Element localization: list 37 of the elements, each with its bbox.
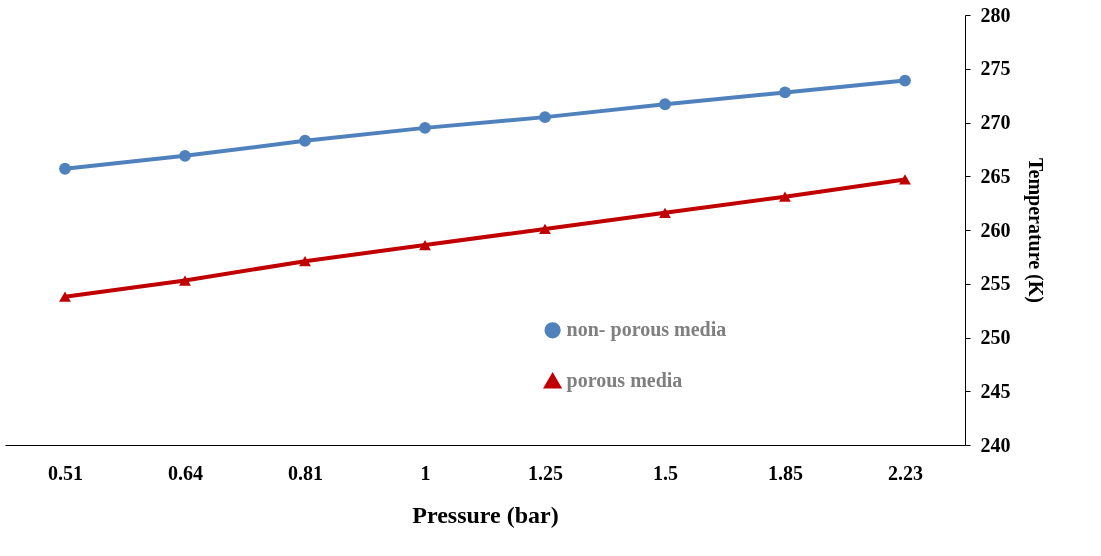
legend-label: non- porous media <box>566 318 727 342</box>
point <box>179 275 191 286</box>
point <box>779 86 791 99</box>
legend-label: porous media <box>566 369 683 393</box>
point <box>779 191 791 202</box>
y-tick-label: 245 <box>980 379 1011 402</box>
x-tick-label: 0.51 <box>48 461 83 484</box>
point <box>899 174 911 185</box>
y-tick-label: 260 <box>980 218 1011 241</box>
y-tick-label: 240 <box>980 433 1011 456</box>
point <box>59 291 71 302</box>
y-tick-label: 255 <box>980 272 1011 295</box>
point <box>899 74 911 87</box>
point <box>419 239 431 251</box>
x-tick-label: 1.5 <box>653 461 678 484</box>
y-tick-label: 270 <box>980 111 1011 133</box>
x-tick-label: 1.85 <box>768 461 803 484</box>
point <box>659 98 671 111</box>
point <box>419 121 431 134</box>
x-tick-label: 2.23 <box>888 461 923 484</box>
point <box>179 149 191 162</box>
y-tick-label: 265 <box>980 164 1011 187</box>
y-tick-label: 275 <box>980 57 1011 80</box>
point <box>539 223 551 235</box>
x-tick-label: 1 <box>420 461 431 484</box>
x-tick-label: 1.25 <box>528 461 563 484</box>
y-tick-label: 280 <box>980 3 1011 26</box>
point <box>299 134 311 147</box>
point <box>59 162 71 175</box>
x-tick-label: 0.64 <box>168 461 203 484</box>
x-axis-title: Pressure (bar) <box>412 501 559 528</box>
y-axis-title: Temperature (K) <box>1023 158 1047 303</box>
point <box>299 256 311 267</box>
point <box>539 111 551 124</box>
point <box>659 207 671 218</box>
y-tick-label: 250 <box>980 326 1011 348</box>
x-tick-label: 0.81 <box>288 461 323 484</box>
